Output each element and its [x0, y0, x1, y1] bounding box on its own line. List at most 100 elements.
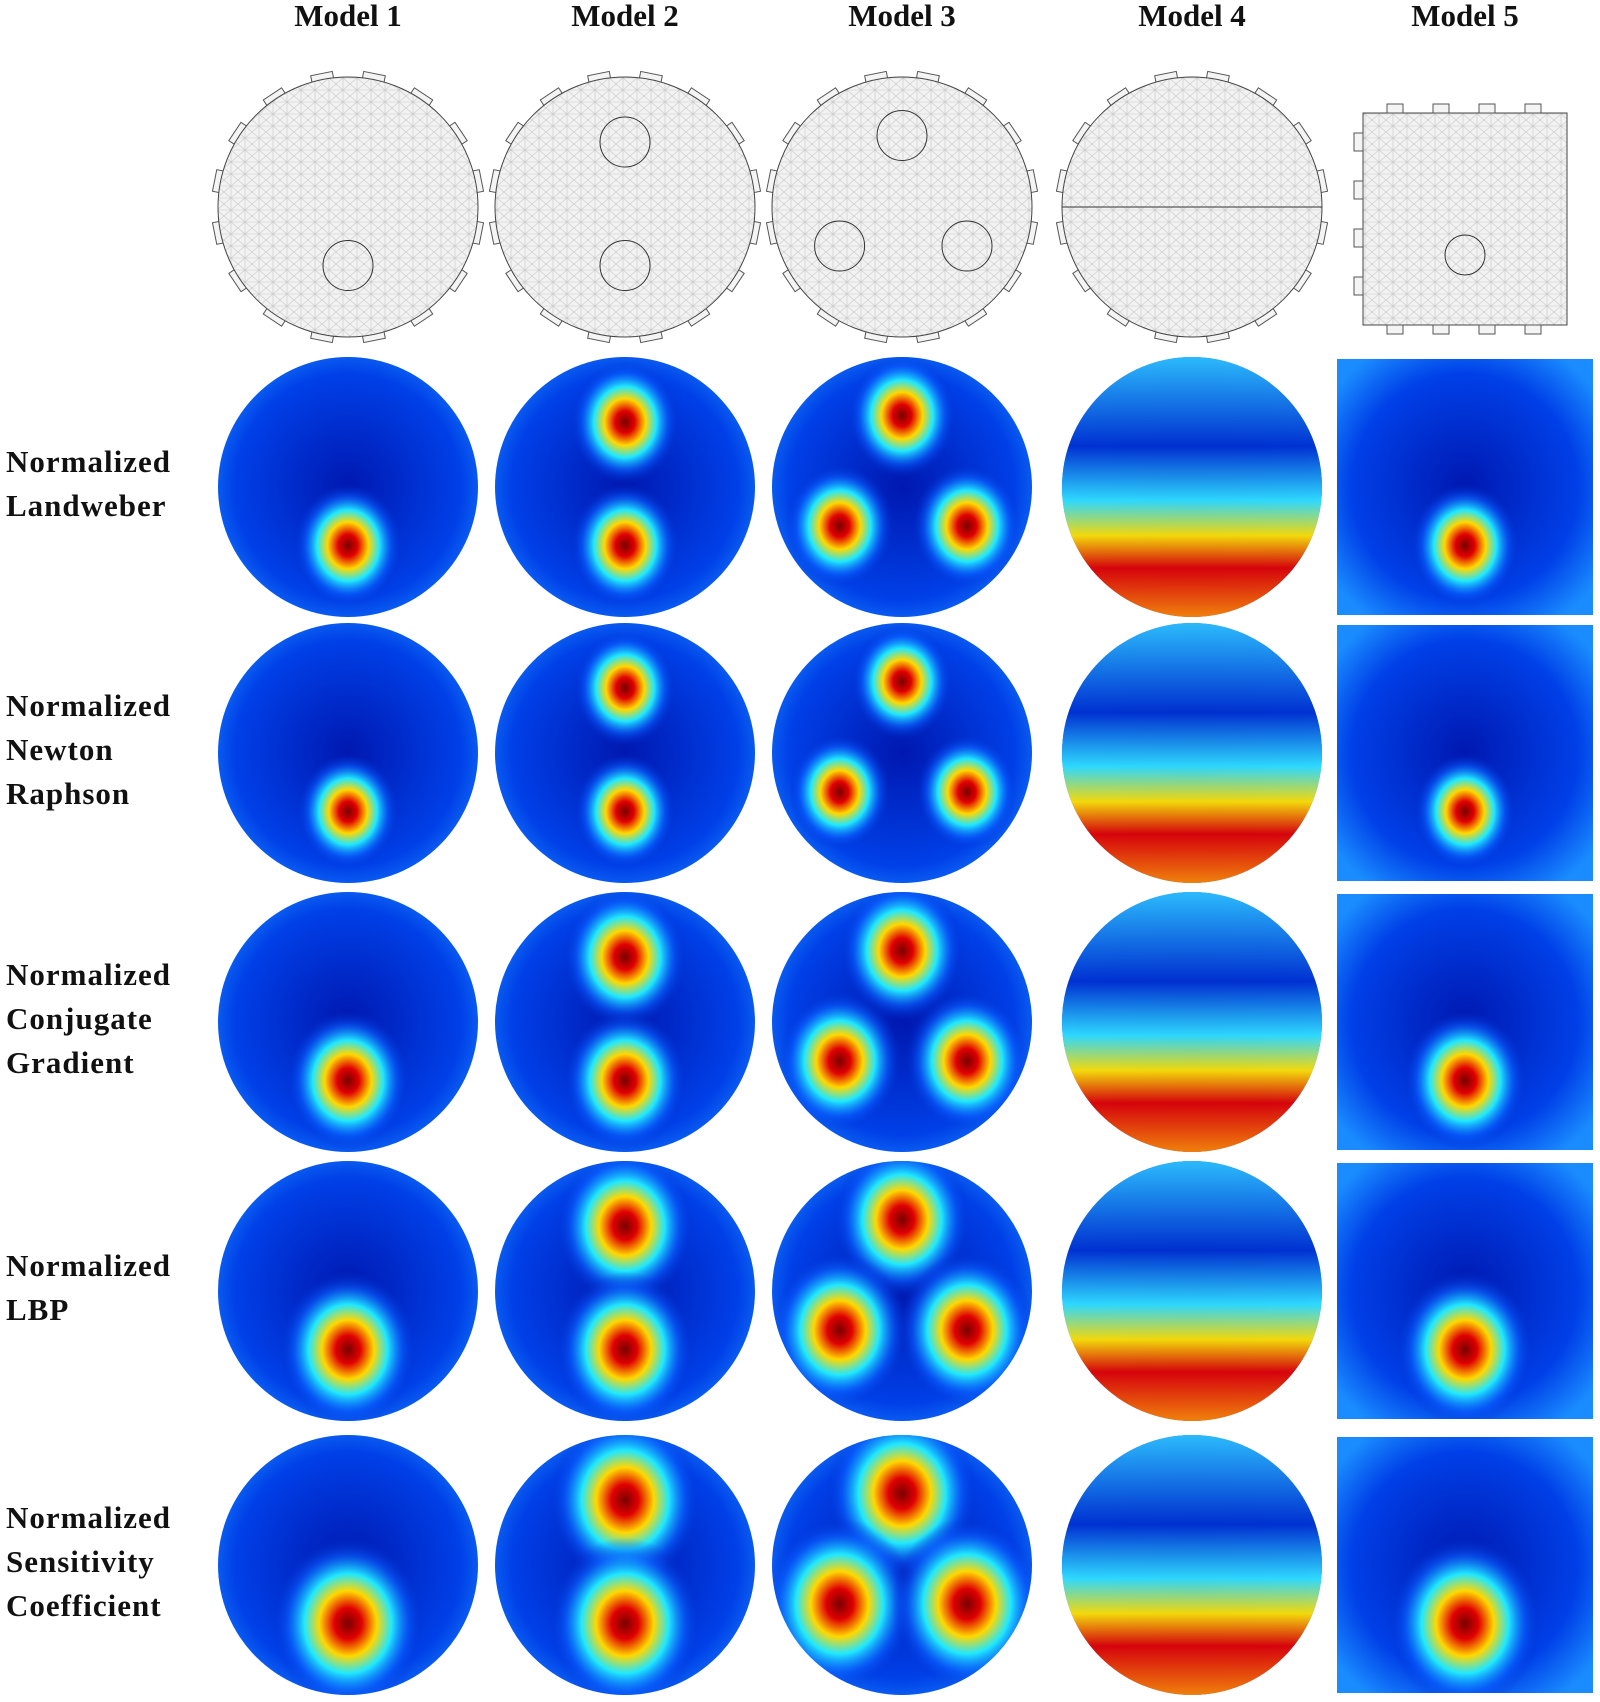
electrode — [1432, 324, 1450, 335]
inclusion-blob — [840, 892, 964, 1021]
reconstruction — [1337, 894, 1593, 1150]
inclusion-blob — [1396, 1271, 1534, 1419]
reconstruction — [772, 357, 1032, 617]
inclusion-blob — [571, 360, 679, 484]
reconstruction — [1062, 1435, 1322, 1695]
row-label: Normalized — [6, 1248, 171, 1283]
mesh-model — [1353, 103, 1568, 335]
reconstruction — [1062, 623, 1322, 883]
inclusion-blob — [297, 754, 399, 869]
inclusion-blob — [913, 464, 1021, 588]
inclusion-blob — [272, 1537, 424, 1695]
reconstruction — [1062, 1161, 1322, 1421]
row-label: Sensitivity — [6, 1544, 155, 1579]
inclusion-blob — [898, 1252, 1032, 1408]
reconstruction — [1337, 1437, 1593, 1693]
inclusion-blob — [571, 484, 679, 607]
inclusion-blob — [279, 1271, 417, 1421]
mesh-model — [488, 70, 762, 344]
column-header: Model 4 — [1138, 0, 1246, 33]
row-label: Landweber — [6, 488, 167, 523]
reconstruction — [495, 623, 755, 883]
mesh-body — [217, 76, 479, 338]
reconstruction — [218, 357, 478, 617]
inclusion — [1444, 234, 1486, 276]
reconstruction — [218, 1435, 478, 1695]
row-label: Coefficient — [6, 1588, 162, 1623]
column-header: Model 5 — [1411, 0, 1519, 33]
row-label: Normalized — [6, 1500, 171, 1535]
electrode — [1353, 132, 1364, 152]
column-header: Model 1 — [294, 0, 402, 33]
inclusion-blob — [574, 630, 676, 746]
inclusion — [599, 116, 651, 168]
inclusion-blob — [563, 1010, 687, 1151]
row-label: Newton — [6, 732, 114, 767]
reconstruction — [495, 357, 755, 617]
inclusion-blob — [916, 734, 1018, 850]
electrode — [1478, 103, 1496, 114]
mesh-body — [1362, 112, 1568, 326]
electrode — [1432, 103, 1450, 114]
electrode — [1524, 324, 1542, 335]
layer-band — [1062, 892, 1322, 1152]
inclusion — [814, 220, 866, 272]
inclusion-blob — [556, 1271, 694, 1421]
mesh-model — [1055, 70, 1329, 344]
reconstruction — [1062, 892, 1322, 1152]
inclusion-blob — [556, 1161, 694, 1304]
inclusion — [941, 220, 993, 272]
column-header: Model 2 — [571, 0, 679, 33]
inclusion-blob — [574, 754, 676, 869]
row-label: Normalized — [6, 688, 171, 723]
inclusion-blob — [772, 1517, 916, 1691]
electrode — [1478, 324, 1496, 335]
electrode — [1386, 103, 1404, 114]
inclusion-blob — [848, 357, 956, 477]
electrode — [1353, 180, 1364, 200]
inclusion-blob — [1389, 1537, 1541, 1693]
reconstruction — [772, 1435, 1032, 1695]
inclusion-blob — [549, 1435, 701, 1587]
inclusion-blob — [789, 734, 890, 850]
inclusion-blob — [563, 892, 687, 1027]
layer-band — [1062, 623, 1322, 883]
row-label: Normalized — [6, 957, 171, 992]
inclusion-blob — [549, 1537, 701, 1695]
electrode — [1386, 324, 1404, 335]
reconstruction — [218, 623, 478, 883]
inclusion-blob — [785, 464, 894, 588]
inclusion-blob — [833, 1161, 971, 1298]
inclusion — [876, 110, 928, 161]
reconstruction — [218, 1161, 478, 1421]
mesh-model — [765, 70, 1039, 344]
layer-band — [1062, 1161, 1322, 1421]
row-label: Conjugate — [6, 1001, 153, 1036]
inclusion — [322, 240, 374, 291]
reconstruction — [772, 623, 1032, 883]
inclusion-blob — [905, 991, 1029, 1131]
inclusion-blob — [778, 991, 901, 1131]
reconstruction — [1337, 1163, 1593, 1419]
electrode — [1524, 103, 1542, 114]
reconstruction — [495, 1161, 755, 1421]
electrode — [1353, 228, 1364, 248]
inclusion-blob — [1403, 1010, 1527, 1150]
layer-band — [1062, 357, 1322, 617]
mesh-model — [211, 70, 485, 344]
column-header: Model 3 — [848, 0, 956, 33]
inclusion-blob — [294, 484, 402, 607]
reconstruction — [1062, 357, 1322, 617]
reconstruction — [495, 1435, 755, 1695]
mesh-body — [494, 76, 756, 338]
row-label: Normalized — [6, 444, 171, 479]
mesh-body — [771, 76, 1033, 338]
reconstruction — [772, 1161, 1032, 1421]
inclusion-blob — [286, 1010, 410, 1151]
inclusion-blob — [851, 624, 953, 739]
inclusion-blob — [772, 1252, 908, 1408]
reconstruction — [1337, 625, 1593, 881]
inclusion — [599, 240, 651, 291]
row-label: LBP — [6, 1292, 69, 1327]
